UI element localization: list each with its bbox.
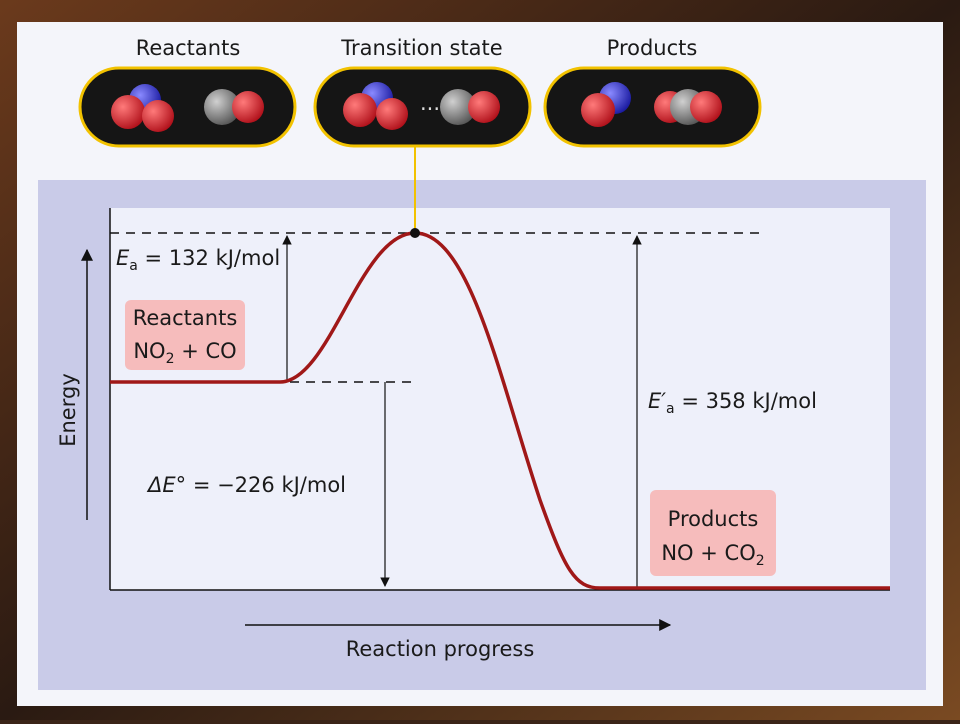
symbol: E′ — [648, 389, 666, 413]
molecule-pill — [78, 66, 297, 148]
subscript: a — [666, 401, 675, 417]
formula: + CO — [175, 339, 237, 363]
transition-point — [410, 228, 420, 238]
symbol: ΔE° — [146, 473, 186, 497]
symbol: E — [116, 246, 130, 270]
formula: NO + CO — [661, 541, 755, 565]
header-label: Reactants — [136, 36, 241, 60]
products-box — [650, 490, 776, 576]
subscript: 2 — [166, 351, 175, 367]
subscript: a — [129, 258, 138, 274]
dots: ··· — [420, 97, 440, 121]
reactants-formula: NO2 + CO — [133, 339, 236, 367]
products-formula: NO + CO2 — [661, 541, 764, 569]
value: = 358 kJ/mol — [675, 389, 817, 413]
energy-curve — [110, 231, 890, 590]
y-axis-label: Energy — [56, 373, 80, 447]
products-title: Products — [668, 507, 759, 531]
molecule-pill — [543, 66, 762, 148]
header-label: Transition state — [340, 36, 502, 60]
reactants-box — [125, 300, 245, 370]
value: = 132 kJ/mol — [138, 246, 280, 270]
x-axis-label: Reaction progress — [346, 637, 535, 661]
ea-reverse-label: E′a = 358 kJ/mol — [648, 389, 817, 417]
formula: NO — [133, 339, 165, 363]
ea-label: Ea = 132 kJ/mol — [116, 246, 280, 274]
delta-e-label: ΔE° = −226 kJ/mol — [146, 473, 346, 497]
header-label: Products — [607, 36, 698, 60]
reactants-title: Reactants — [133, 306, 238, 330]
molecule-pill: ··· — [313, 66, 532, 148]
value: = −226 kJ/mol — [186, 473, 346, 497]
subscript: 2 — [756, 553, 765, 569]
